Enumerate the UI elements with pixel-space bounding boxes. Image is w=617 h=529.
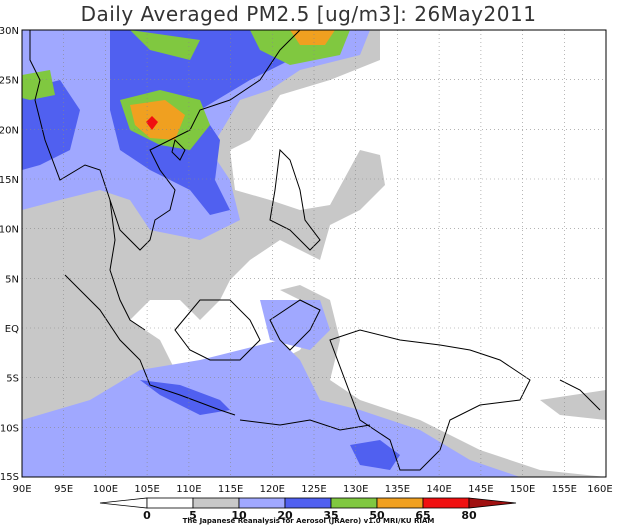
- colorbar-segment-3: [238, 497, 286, 509]
- lon-label: 115E: [218, 484, 243, 495]
- lon-label: 90E: [12, 484, 31, 495]
- lon-label: 120E: [260, 484, 285, 495]
- longitude-labels: 90E 95E 100E 105E 110E 115E 120E 125E 13…: [12, 484, 612, 495]
- field-orange: [130, 100, 185, 140]
- colorbar-label: 10: [231, 509, 247, 522]
- lat-label: 20N: [0, 125, 19, 136]
- credit-text: The Japanese Reanalysis for Aerosol (JRA…: [182, 517, 435, 525]
- field-high-sw-nusa: [350, 440, 400, 470]
- lat-label: 15S: [0, 472, 19, 483]
- coastlines: [29, 30, 601, 471]
- colorbar-segment-4: [284, 497, 332, 509]
- lon-label: 160E: [587, 484, 612, 495]
- colorbar-label: 80: [461, 509, 477, 522]
- lat-label: 10N: [0, 225, 19, 236]
- lon-label: 125E: [301, 484, 326, 495]
- lon-label: 145E: [468, 484, 493, 495]
- colorbar-segment-1: [146, 497, 194, 509]
- field-green-north: [130, 30, 200, 60]
- colorbar-label: 5: [189, 509, 197, 522]
- map-title: Daily Averaged PM2.5 [ug/m3]: 26May2011: [80, 2, 537, 26]
- lon-label: 130E: [343, 484, 368, 495]
- lon-label: 100E: [93, 484, 118, 495]
- pm25-field: [22, 30, 606, 477]
- colorbar-segment-6: [376, 497, 424, 509]
- colorbar-segment-7: [422, 497, 470, 509]
- latitude-labels: 30N 25N 20N 15N 10N 5N EQ 5S 10S 15S: [0, 26, 19, 483]
- lat-label: 30N: [0, 26, 19, 37]
- lon-label: 105E: [134, 484, 159, 495]
- lon-label: 140E: [426, 484, 451, 495]
- colorbar-segment-8: [468, 497, 517, 509]
- lat-label: 15N: [0, 175, 19, 186]
- field-low-east: [540, 390, 606, 420]
- colorbar-label: 20: [277, 509, 293, 522]
- field-red: [146, 116, 158, 130]
- field-mid-south: [22, 340, 520, 477]
- field-high: [22, 80, 80, 170]
- lon-label: 155E: [552, 484, 577, 495]
- field-orange-ne: [290, 30, 335, 45]
- colorbar-label: 0: [143, 509, 151, 522]
- gridlines: [22, 30, 606, 477]
- colorbar-segment-2: [192, 497, 240, 509]
- colorbar-label: 35: [323, 509, 338, 522]
- colorbar-label: 65: [415, 509, 430, 522]
- colorbar: 0 5 10 20 35 50 65 80: [99, 497, 517, 522]
- lon-label: 150E: [510, 484, 535, 495]
- lon-label: 95E: [54, 484, 73, 495]
- lon-label: 135E: [385, 484, 410, 495]
- lat-label: 25N: [0, 76, 19, 87]
- colorbar-label: 50: [369, 509, 385, 522]
- field-mid-center: [260, 300, 330, 350]
- colorbar-segment-5: [330, 497, 378, 509]
- lat-label: EQ: [5, 324, 19, 335]
- lat-label: 5N: [5, 274, 19, 285]
- map-frame: [21, 29, 607, 478]
- lon-label: 110E: [176, 484, 201, 495]
- lat-label: 5S: [6, 374, 19, 385]
- lat-label: 10S: [0, 423, 19, 434]
- colorbar-segment-0: [99, 497, 148, 509]
